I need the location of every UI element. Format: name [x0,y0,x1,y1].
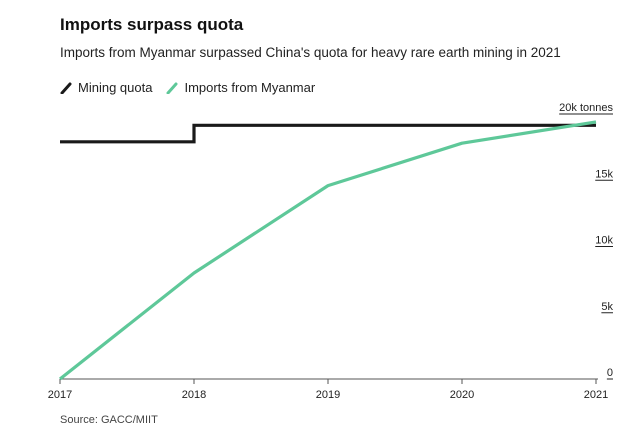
legend-swatch-quota [60,82,72,94]
source-note: Source: GACC/MIIT [60,414,158,426]
x-tick-label: 2020 [450,389,474,401]
y-tick-label: 10k [595,235,613,247]
legend-label-imports: Imports from Myanmar [184,80,316,95]
y-tick-label: 5k [601,301,613,313]
legend: Mining quota Imports from Myanmar [60,80,329,95]
x-tick-label: 2017 [48,389,72,401]
y-tick-label: 0 [607,367,613,379]
legend-swatch-imports [166,82,178,94]
x-tick-label: 2019 [316,389,340,401]
axes: 2017 2018 2019 2020 2021 0 5k 10k 15k 20k tonnes [48,102,614,401]
chart-title: Imports surpass quota [60,15,244,34]
y-tick-label: 20k tonnes [559,102,613,114]
legend-item-quota: Mining quota [60,80,152,95]
y-tick-label: 15k [595,168,613,180]
legend-item-imports: Imports from Myanmar [166,80,315,95]
series-line-mining-quota [60,123,596,144]
x-tick-label: 2021 [584,389,608,401]
x-tick-label: 2018 [182,389,206,401]
chart-subtitle: Imports from Myanmar surpassed China's q… [60,45,561,60]
series-layer [59,120,597,381]
series-line-imports-myanmar [59,120,597,381]
legend-label-quota: Mining quota [78,80,153,95]
